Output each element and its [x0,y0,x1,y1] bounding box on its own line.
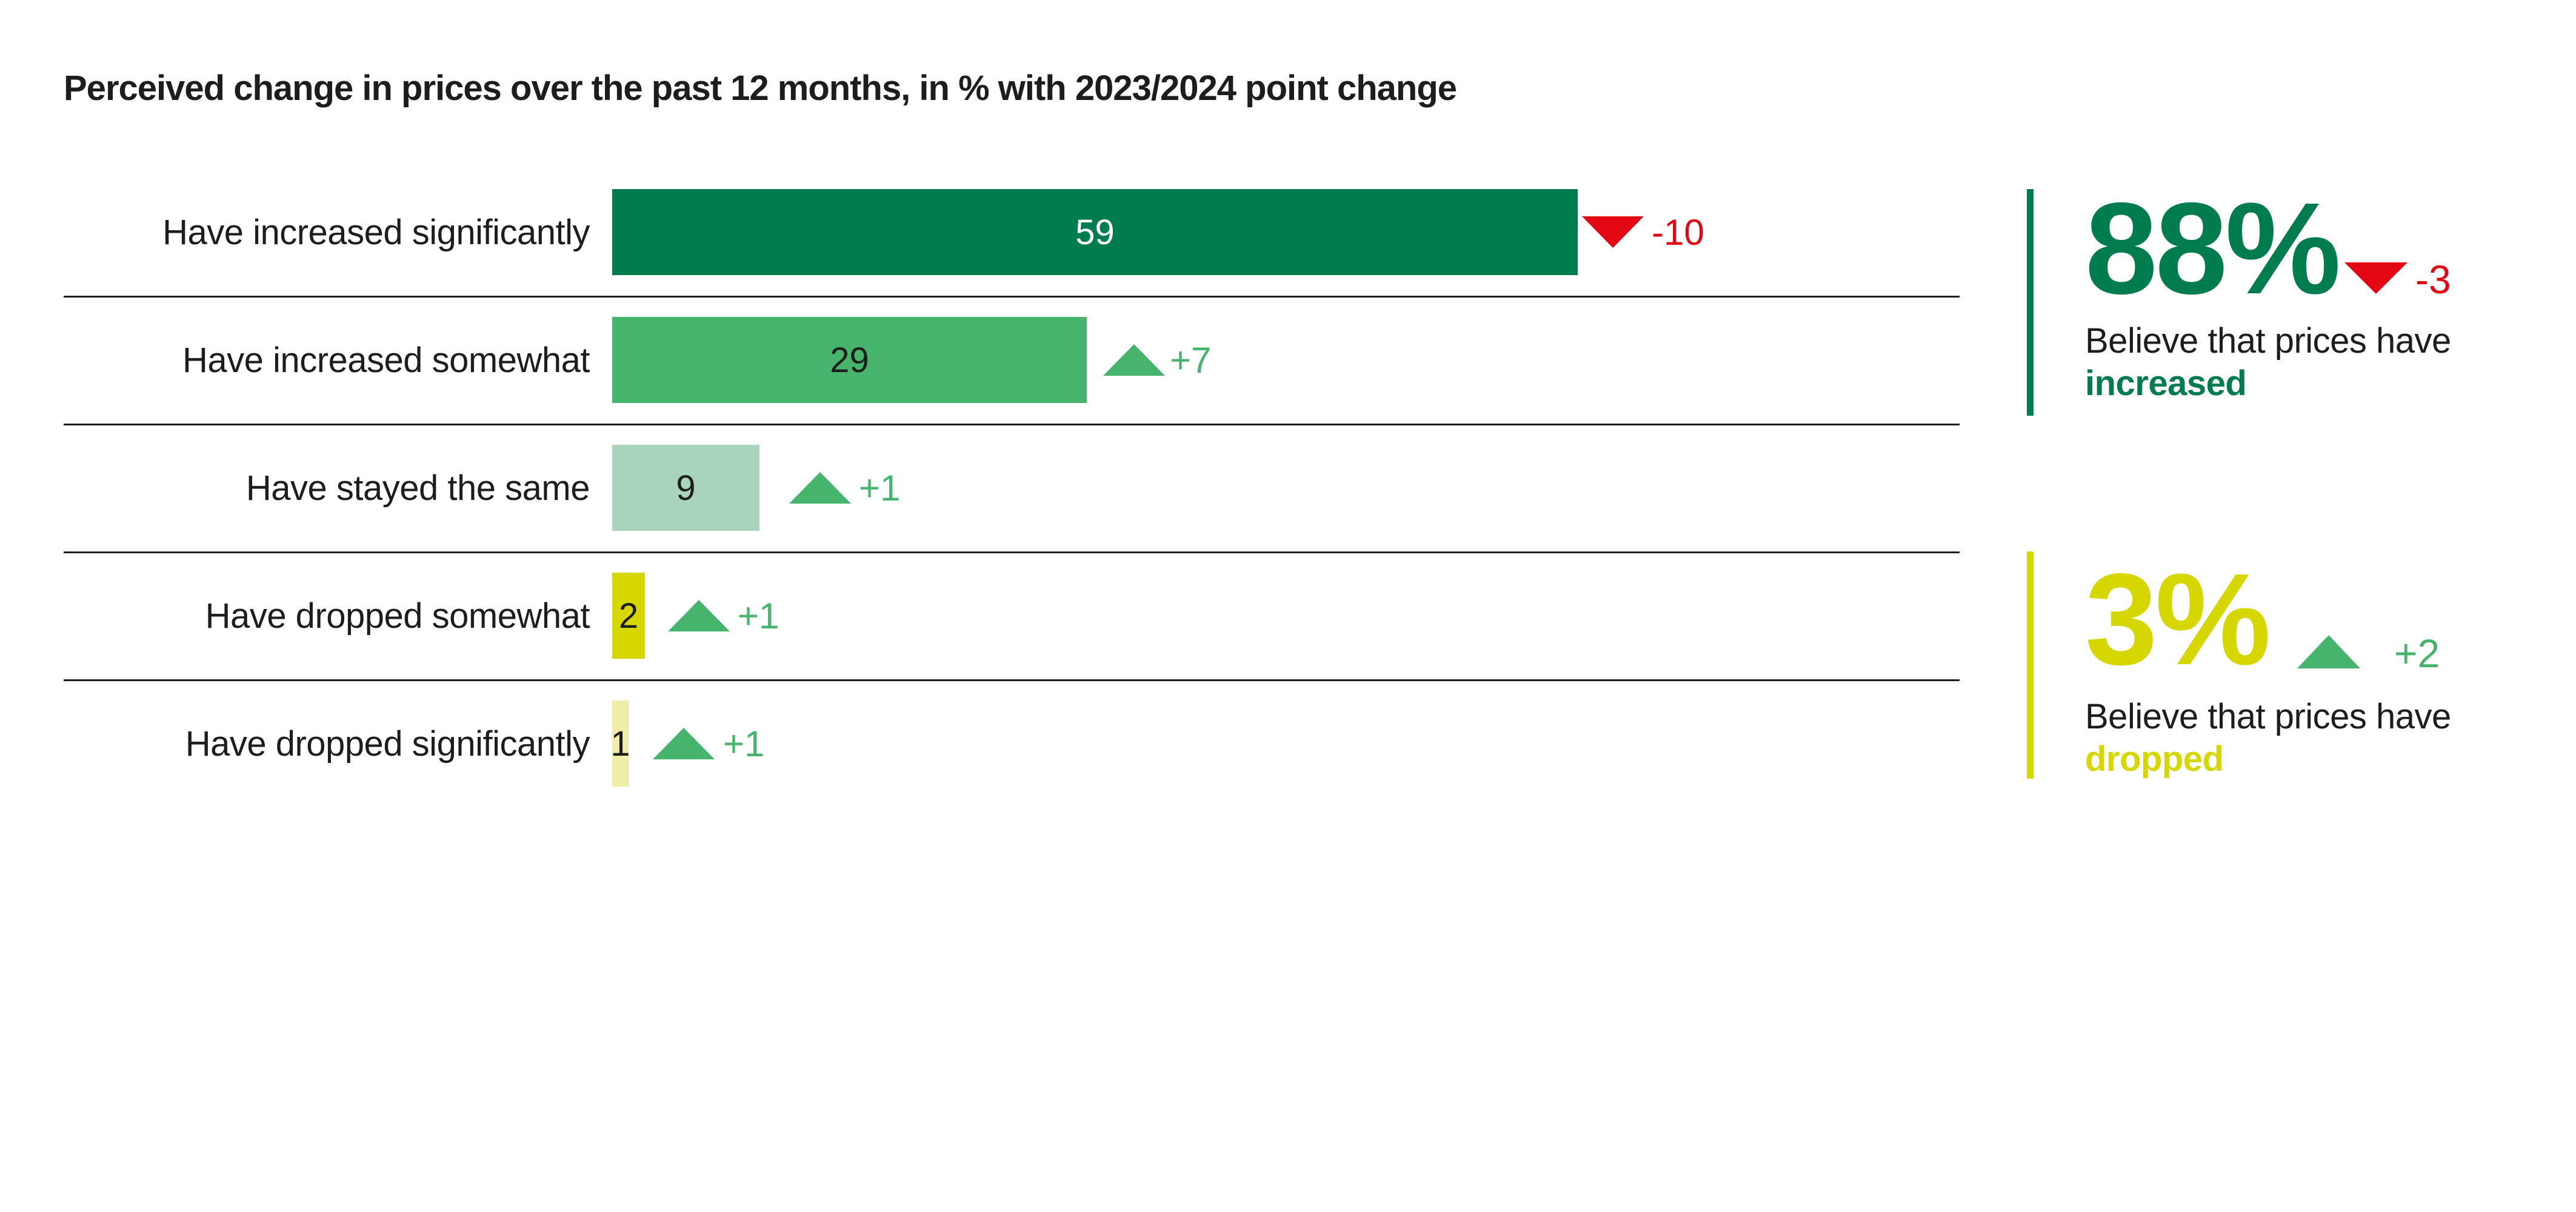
row-divider [64,679,1960,681]
bar-value-label: 2 [618,596,639,636]
category-label: Have dropped somewhat [205,596,590,636]
bar: 29 [612,317,1087,403]
change-value-label: +7 [1170,339,1212,381]
triangle-up-icon [668,600,730,631]
summary-text-line: Believe that prices have [2085,321,2451,361]
category-label: Have dropped significantly [185,724,590,764]
chart-title: Perceived change in prices over the past… [64,68,1457,108]
summary-big-value: 3% [2085,546,2271,692]
change-value-label: +1 [859,467,901,508]
triangle-up-icon [789,472,851,504]
category-label: Have stayed the same [245,468,590,508]
chart-row-increased-significantly: Have increased significantly 59 -10 [0,189,2576,275]
triangle-up-icon [2297,635,2360,668]
accent-line-increased [2027,189,2034,416]
triangle-up-icon [653,728,715,759]
triangle-down-icon [1582,216,1644,248]
chart-row-increased-somewhat: Have increased somewhat 29 +7 [0,317,2576,403]
summary-keyword: dropped [2085,739,2224,779]
bar: 9 [612,445,759,531]
summary-big-value: 88% [2085,175,2341,321]
accent-line-dropped [2027,551,2034,779]
bar-value-label: 1 [610,724,630,764]
summary-keyword: increased [2085,364,2247,403]
chart-row-stayed-same: Have stayed the same 9 +1 [0,445,2576,531]
row-divider [64,424,1960,425]
row-divider [64,296,1960,298]
chart-row-dropped-significantly: Have dropped significantly 1 +1 [0,701,2576,787]
bar-value-label: 59 [1075,212,1115,252]
summary-change-label: -3 [2415,257,2451,302]
summary-change-label: +2 [2394,631,2440,676]
triangle-down-icon [2344,262,2407,294]
category-label: Have increased significantly [162,212,590,252]
chart-row-dropped-somewhat: Have dropped somewhat 2 +1 [0,573,2576,659]
bar: 59 [612,189,1578,275]
change-value-label: -10 [1652,211,1704,253]
change-value-label: +1 [723,723,765,764]
bar-value-label: 9 [676,468,696,508]
category-label: Have increased somewhat [182,340,590,380]
summary-text-line: Believe that prices have [2085,697,2451,736]
row-divider [64,551,1960,553]
bar-value-label: 29 [830,340,869,380]
bar: 1 [610,701,630,787]
triangle-up-icon [1103,344,1165,376]
change-value-label: +1 [738,595,779,636]
bar: 2 [612,573,645,659]
